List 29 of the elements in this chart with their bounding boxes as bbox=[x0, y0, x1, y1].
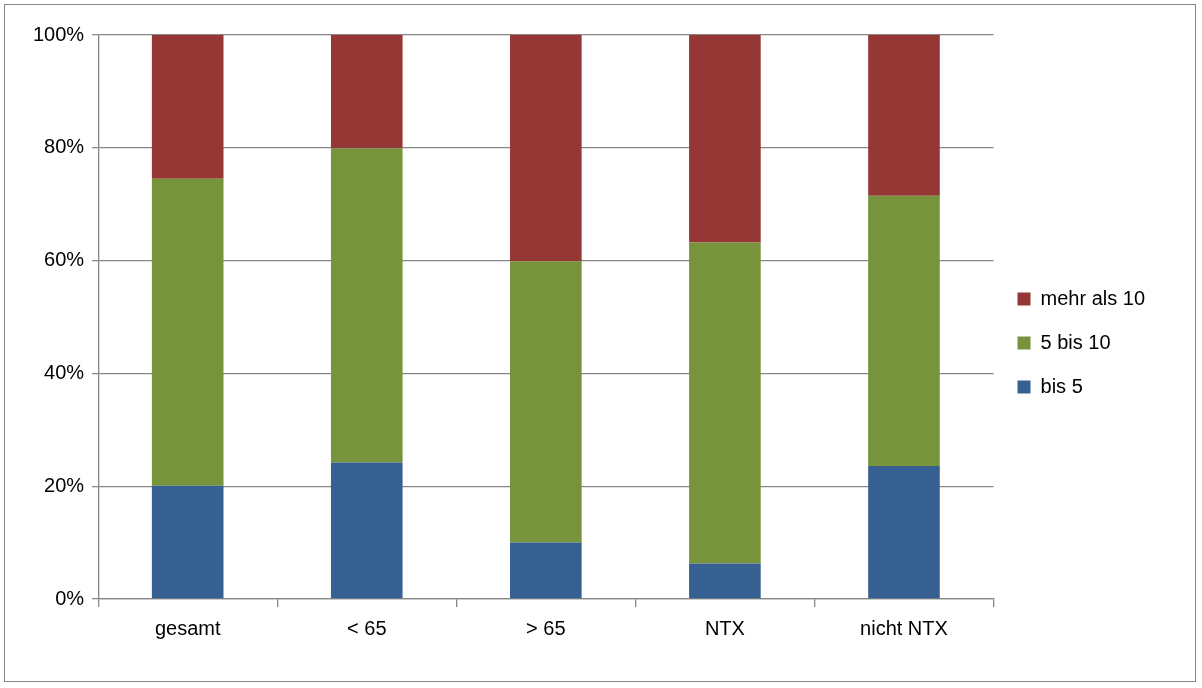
legend-label: bis 5 bbox=[1040, 374, 1083, 397]
x-tick-label: nicht NTX bbox=[860, 616, 948, 639]
y-tick-label: 100% bbox=[33, 22, 85, 45]
bar bbox=[868, 195, 940, 466]
x-tick-label: > 65 bbox=[526, 616, 566, 639]
y-tick-label: 60% bbox=[44, 248, 85, 271]
bar bbox=[868, 35, 940, 196]
bar bbox=[689, 35, 761, 243]
y-tick-label: 20% bbox=[44, 473, 85, 496]
x-tick-label: gesamt bbox=[154, 616, 221, 639]
y-tick-label: 40% bbox=[44, 360, 85, 383]
x-tick-label: < 65 bbox=[347, 616, 387, 639]
bar bbox=[330, 462, 403, 599]
bar bbox=[510, 542, 582, 599]
bar bbox=[510, 35, 582, 262]
bar bbox=[330, 35, 403, 149]
legend-label: mehr als 10 bbox=[1040, 286, 1146, 309]
bar bbox=[689, 563, 761, 599]
bar bbox=[330, 148, 403, 463]
legend-label: 5 bis 10 bbox=[1040, 330, 1111, 353]
bar bbox=[510, 261, 582, 543]
y-tick-label: 80% bbox=[44, 135, 85, 158]
bar bbox=[689, 242, 761, 564]
y-tick-label: 0% bbox=[55, 586, 85, 609]
bar bbox=[151, 35, 224, 179]
bar bbox=[868, 465, 940, 599]
x-tick-label: NTX bbox=[704, 616, 745, 639]
bar bbox=[151, 178, 224, 486]
bar bbox=[151, 485, 224, 599]
